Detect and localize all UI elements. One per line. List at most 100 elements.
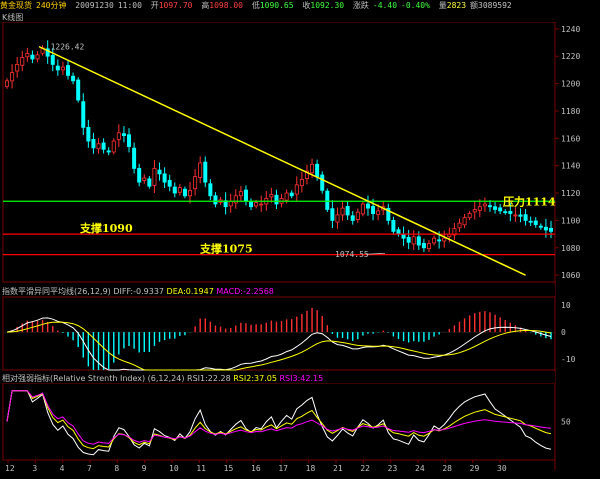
candle (416, 236, 421, 246)
rsi2-line (6, 390, 552, 450)
candle (45, 48, 50, 57)
x-tick-label: 11 (196, 464, 206, 473)
x-tick-label: 8 (114, 464, 119, 473)
change-label: 涨跌 (352, 1, 369, 10)
x-tick-label: 23 (388, 464, 398, 473)
candle (457, 222, 462, 229)
dea-line (6, 321, 552, 371)
candle (503, 211, 508, 214)
candle (121, 133, 126, 136)
price-tick-label: 1240 (561, 25, 580, 34)
candle (167, 180, 172, 187)
price-tick-label: 1100 (561, 216, 580, 225)
candle (101, 142, 106, 150)
candle (523, 214, 528, 221)
price-tick-label: 1060 (561, 271, 580, 280)
x-tick-label: 4 (60, 464, 65, 473)
x-tick-label: 30 (497, 464, 507, 473)
candle (66, 65, 71, 76)
candle (182, 188, 187, 197)
x-tick-label: 24 (415, 464, 425, 473)
candle (198, 162, 203, 178)
candle (482, 203, 487, 207)
candle (533, 220, 538, 225)
x-tick-label: 12 (5, 464, 15, 473)
candle (493, 206, 498, 210)
candle (518, 214, 523, 217)
candle (360, 203, 365, 215)
candle (513, 214, 518, 217)
x-tick-label: 9 (142, 464, 147, 473)
support-label: 支撑1075 (199, 242, 253, 256)
candle (549, 227, 554, 232)
price-tick-label: 1080 (561, 244, 580, 253)
period-label[interactable]: 240分钟 (36, 1, 67, 10)
close-value: 1092.30 (310, 1, 345, 10)
candle (127, 134, 132, 147)
candle (193, 176, 198, 190)
candle (233, 195, 238, 204)
candle (289, 192, 294, 197)
high-marker: 1226.42 (51, 42, 85, 51)
candle (299, 178, 304, 187)
kline-title-bar (0, 11, 600, 22)
candle (86, 126, 91, 142)
x-tick-label: 10 (169, 464, 179, 473)
macd-title: 指数平滑异同平均线(26,12,9) DIFF:-0.9337 DEA:0.19… (2, 286, 274, 296)
amount-value: 3089592 (478, 1, 512, 10)
x-tick-label: 7 (87, 464, 92, 473)
x-tick-label: 3 (32, 464, 37, 473)
quote-time: 11:00 (117, 1, 142, 10)
candle (35, 54, 40, 60)
candle (477, 206, 482, 211)
vol-label: 量 (438, 1, 447, 10)
candle (386, 207, 391, 221)
open-value: 1097.70 (158, 1, 193, 10)
rsi-title-bar (0, 372, 555, 383)
candle (177, 187, 182, 193)
x-tick-label: 22 (360, 464, 370, 473)
change-pct: -0.40% (401, 1, 430, 10)
price-tick-label: 1160 (561, 134, 580, 143)
price-panel (2, 21, 556, 283)
price-tick-label: 1200 (561, 80, 580, 89)
candle (60, 66, 65, 71)
candle (30, 54, 35, 60)
candle (152, 168, 157, 186)
candle (71, 75, 76, 82)
amount-label: 额 (470, 1, 479, 10)
candle (411, 236, 416, 245)
candle (345, 206, 350, 216)
vol-value: 2823 (446, 1, 467, 10)
candle (467, 213, 472, 219)
candle (426, 243, 431, 250)
candle (406, 236, 411, 243)
candle (15, 64, 20, 72)
candle (401, 234, 406, 239)
instrument-name: 黄金现货 (0, 1, 32, 10)
candle (294, 184, 299, 195)
x-tick-label: 15 (224, 464, 234, 473)
candle (188, 189, 193, 197)
candle (228, 200, 233, 207)
candle (432, 237, 437, 244)
x-tick-label: 21 (333, 464, 343, 473)
candle (106, 150, 111, 153)
candle (350, 215, 355, 221)
candle (147, 178, 152, 187)
macd-tick-label: 0 (561, 328, 566, 337)
price-tick-label: 1140 (561, 162, 580, 171)
candle (376, 210, 381, 215)
candle (325, 190, 330, 210)
high-label: 高 (201, 1, 210, 10)
x-tick-label: 17 (278, 464, 288, 473)
rsi3-line (6, 390, 552, 445)
candle (396, 229, 401, 235)
candle (498, 207, 503, 212)
candle (538, 225, 543, 228)
x-tick-label: 28 (442, 464, 452, 473)
low-marker: 1074.55 (335, 250, 369, 259)
candle (249, 201, 254, 208)
candle (162, 173, 167, 183)
